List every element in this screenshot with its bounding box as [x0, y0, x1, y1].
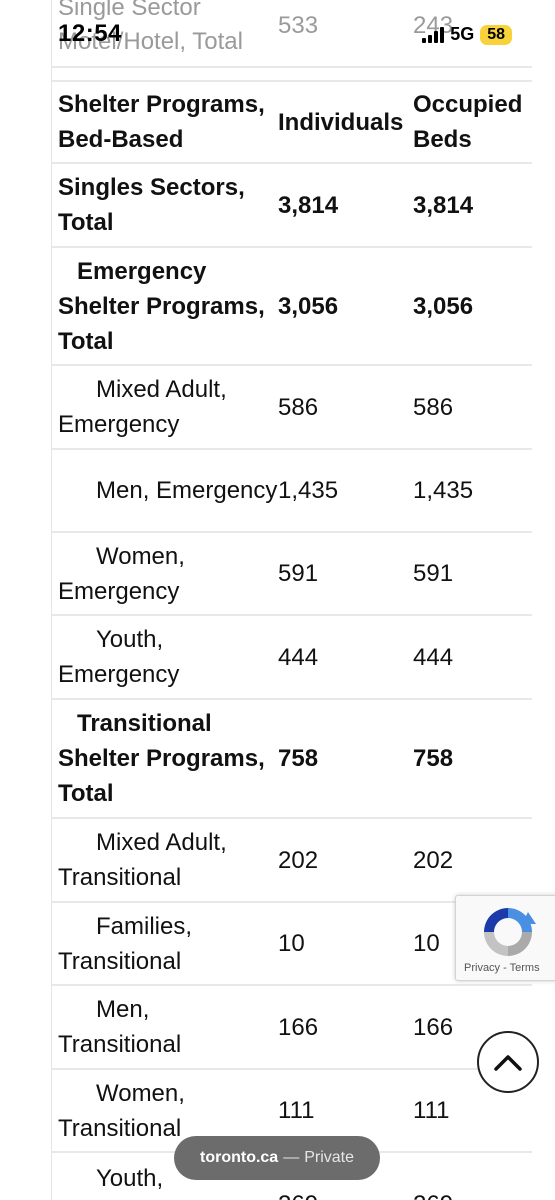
individuals-cell: 586 — [278, 393, 319, 421]
table-row: Emergency Shelter Programs, Total 3,056 … — [52, 248, 532, 366]
beds-cell: 111 — [413, 1097, 450, 1124]
recaptcha-links: Privacy - Terms — [464, 962, 540, 974]
table-row: Transitional Shelter Programs, Total 758… — [52, 700, 532, 819]
row-label: Men, Transitional — [58, 996, 182, 1058]
individuals-cell: 591 — [278, 560, 319, 587]
beds-cell: 444 — [413, 643, 454, 671]
beds-cell: 166 — [413, 1013, 454, 1041]
beds-cell: 591 — [413, 560, 454, 587]
beds-cell: 1,435 — [413, 477, 474, 504]
header-occupied-beds: Occupied Beds — [413, 91, 523, 153]
row-label-line2: Motel/Hotel, Total — [58, 28, 243, 55]
individuals-cell: 111 — [278, 1097, 315, 1124]
individuals-cell: 444 — [278, 643, 319, 671]
beds-cell: 3,814 — [413, 191, 474, 219]
url-separator: — — [283, 1149, 300, 1166]
row-label: Families, Transitional — [58, 912, 193, 975]
row-label: Singles Sectors, Total — [58, 174, 245, 236]
recaptcha-separator: - — [503, 962, 507, 974]
row-label-line1: Single Sector — [58, 0, 201, 21]
table-row: Mixed Adult, Transitional 202 202 — [52, 819, 532, 903]
url-bar[interactable]: toronto.ca — Private — [174, 1136, 380, 1180]
individuals-cell: 202 — [278, 846, 319, 874]
beds-cell: 586 — [413, 393, 454, 421]
beds-cell: 243 — [413, 12, 454, 39]
shelter-table: Single Sector Motel/Hotel, Total 533 243… — [51, 0, 532, 1200]
row-label: Youth, Emergency — [58, 626, 180, 688]
beds-cell: 202 — [413, 846, 454, 874]
row-label: Youth, — [96, 1165, 164, 1192]
beds-cell: 3,056 — [413, 292, 474, 320]
table-row: Youth, 269 269 — [52, 1153, 532, 1200]
table-row: Men, Emergency 1,435 1,435 — [52, 450, 532, 533]
signal-bars-icon — [422, 26, 445, 43]
individuals-cell: 533 — [278, 12, 319, 39]
privacy-link[interactable]: Privacy — [464, 962, 501, 974]
chevron-up-icon — [494, 1055, 522, 1071]
row-label: Men, Emergency — [96, 477, 278, 504]
status-time: 12:54 — [58, 20, 122, 47]
individuals-cell: 269 — [278, 1187, 413, 1200]
row-label: Single Sector Motel/Hotel, Total — [52, 0, 278, 59]
individuals-cell: 3,814 — [278, 191, 339, 219]
recaptcha-logo-icon — [484, 908, 536, 956]
beds-cell: 10 — [413, 930, 440, 957]
header-program: Shelter Programs, Bed-Based — [58, 91, 265, 153]
individuals-cell: 3,056 — [278, 292, 339, 320]
terms-link[interactable]: Terms — [509, 962, 540, 974]
table-gap — [52, 68, 532, 80]
private-mode-label: Private — [304, 1149, 354, 1166]
row-label: Mixed Adult, Emergency — [58, 376, 227, 438]
table-header-row: Shelter Programs, Bed-Based Individuals … — [52, 80, 532, 164]
table-row: Youth, Emergency 444 444 — [52, 616, 532, 700]
table-row: Women, Emergency 591 591 — [52, 533, 532, 616]
row-label: Emergency Shelter Programs, Total — [58, 257, 265, 355]
beds-cell: 269 — [413, 1187, 532, 1200]
individuals-cell: 166 — [278, 1013, 319, 1041]
status-indicators: 5G 58 — [422, 24, 512, 45]
table-row: Families, Transitional 10 10 — [52, 903, 532, 986]
url-domain: toronto.ca — [199, 1149, 279, 1166]
recaptcha-badge[interactable]: Privacy - Terms — [455, 895, 555, 981]
individuals-cell: 1,435 — [278, 477, 339, 504]
table-row: Men, Transitional 166 166 — [52, 986, 532, 1070]
scroll-to-top-button[interactable] — [477, 1031, 539, 1093]
table-row-partial: Single Sector Motel/Hotel, Total 533 243 — [52, 0, 532, 68]
header-individuals: Individuals — [278, 108, 404, 136]
battery-level: 58 — [480, 24, 512, 45]
row-label: Mixed Adult, Transitional — [58, 829, 227, 891]
individuals-cell: 758 — [278, 745, 319, 772]
network-type: 5G — [450, 24, 475, 44]
row-label: Women, Transitional — [58, 1079, 185, 1142]
individuals-cell: 10 — [278, 930, 305, 957]
row-label: Transitional Shelter Programs, Total — [58, 710, 265, 807]
beds-cell: 758 — [413, 745, 454, 772]
table-row: Mixed Adult, Emergency 586 586 — [52, 366, 532, 450]
table-row: Singles Sectors, Total 3,814 3,814 — [52, 164, 532, 248]
row-label: Women, Emergency — [58, 542, 185, 605]
